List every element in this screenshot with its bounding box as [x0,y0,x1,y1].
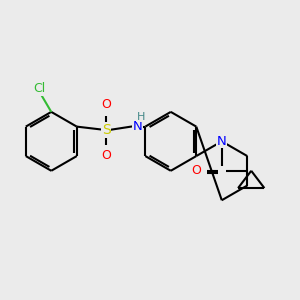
Text: O: O [192,164,201,177]
Text: S: S [102,123,111,137]
Text: N: N [217,135,227,148]
Text: H: H [137,112,145,122]
Text: O: O [101,149,111,162]
Text: N: N [133,120,142,133]
Text: Cl: Cl [33,82,45,95]
Text: O: O [101,98,111,111]
